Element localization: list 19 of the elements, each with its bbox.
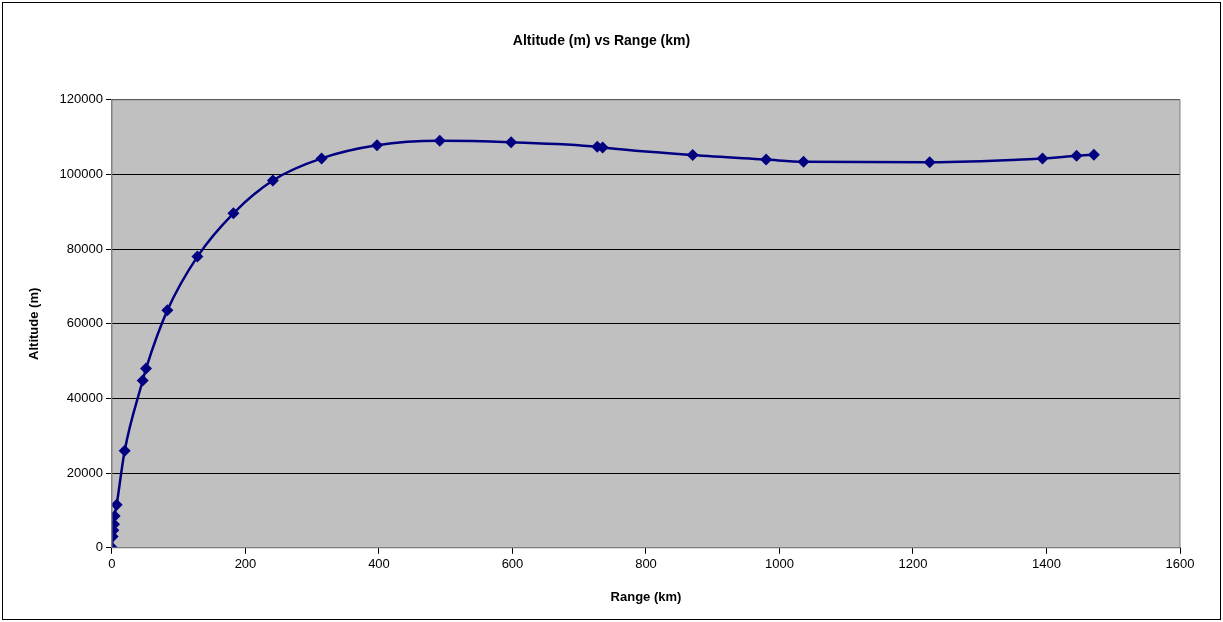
x-tick-label: 400 xyxy=(368,556,390,572)
y-tick-label: 20000 xyxy=(66,464,103,480)
x-tick-label: 1600 xyxy=(1165,556,1195,572)
x-tick-label: 200 xyxy=(234,556,257,572)
y-tick-label: 0 xyxy=(95,539,103,555)
chart-title: Altitude (m) vs Range (km) xyxy=(512,32,691,49)
y-tick-label: 80000 xyxy=(66,240,103,256)
x-tick-label: 1400 xyxy=(1032,556,1061,572)
x-axis-title: Range (km) xyxy=(610,588,682,604)
x-tick-label: 800 xyxy=(635,556,657,572)
x-tick-label: 0 xyxy=(108,556,116,572)
y-tick-label: 60000 xyxy=(66,315,103,331)
x-tick-label: 600 xyxy=(501,556,524,572)
y-tick-label: 120000 xyxy=(59,91,103,107)
x-tick-label: 1000 xyxy=(765,556,794,572)
y-tick-label: 100000 xyxy=(59,166,103,182)
y-tick-label: 40000 xyxy=(66,390,103,406)
y-axis-title: Altitude (m) xyxy=(26,287,42,360)
x-tick-label: 1200 xyxy=(898,556,928,572)
